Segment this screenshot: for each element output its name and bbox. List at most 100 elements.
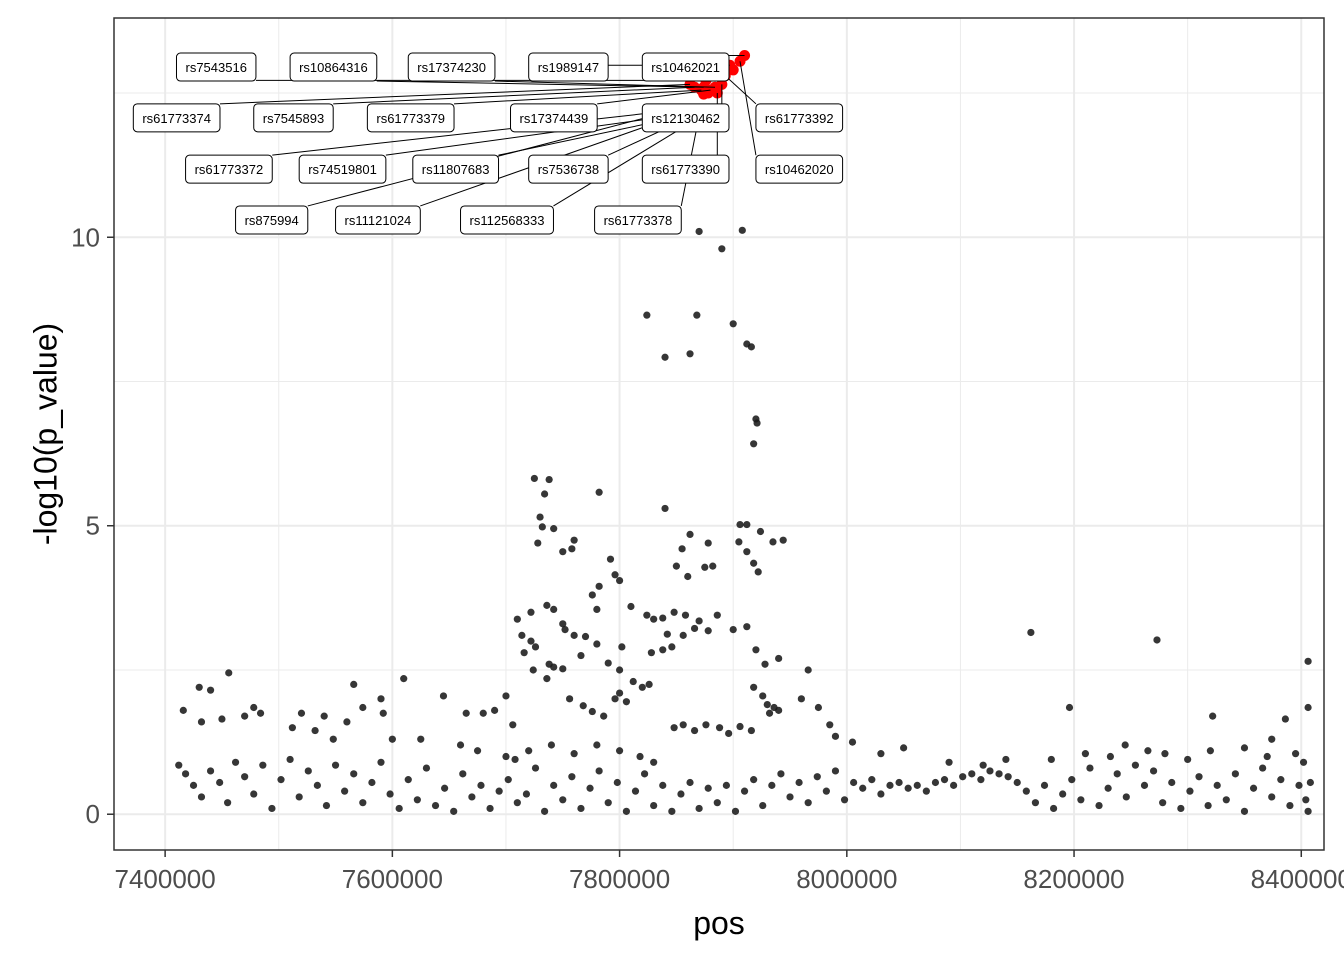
data-point: [822, 787, 830, 795]
data-point: [1095, 801, 1103, 810]
snp-label-box: [298, 154, 387, 184]
data-point: [1304, 807, 1312, 815]
data-point: [750, 776, 758, 784]
data-point: [206, 686, 215, 694]
data-point: [570, 536, 578, 544]
data-point: [763, 701, 771, 709]
snp-label-text: rs11807683: [422, 162, 490, 177]
data-point: [1022, 787, 1030, 795]
data-point: [459, 770, 467, 778]
data-point: [775, 654, 783, 663]
data-point: [759, 801, 767, 810]
data-point: [1106, 752, 1115, 761]
data-point: [850, 778, 858, 787]
data-point: [1240, 807, 1249, 815]
data-point: [743, 520, 751, 529]
data-point: [520, 649, 528, 657]
data-point: [759, 692, 767, 700]
data-point: [736, 520, 744, 529]
data-point: [1113, 770, 1121, 778]
data-point: [627, 602, 635, 611]
data-point: [786, 793, 794, 801]
data-point: [388, 735, 396, 743]
data-point: [704, 627, 712, 635]
snp-label: rs74519801: [298, 154, 387, 184]
data-point: [568, 545, 576, 553]
data-point: [604, 799, 612, 807]
snp-label: rs61773379: [366, 103, 455, 133]
snp-label-box: [235, 205, 309, 235]
data-point: [638, 683, 646, 691]
snp-label: rs1989147: [528, 52, 609, 82]
data-point: [350, 680, 358, 689]
data-point: [606, 555, 615, 563]
data-point: [189, 781, 198, 789]
data-point: [343, 718, 351, 726]
data-point: [250, 790, 258, 798]
snp-label-text: rs7543516: [185, 60, 246, 75]
data-point: [504, 776, 512, 784]
data-point: [713, 611, 721, 619]
data-point: [913, 781, 921, 789]
data-point: [702, 721, 710, 729]
data-point: [518, 631, 526, 639]
x-tick-label: 8200000: [1023, 864, 1124, 894]
data-point: [377, 758, 385, 766]
data-point: [877, 790, 885, 798]
data-point: [831, 732, 840, 740]
snp-label: rs7543516: [175, 52, 257, 82]
data-point: [1304, 657, 1312, 665]
x-tick-label: 7600000: [342, 864, 443, 894]
data-point: [600, 712, 608, 720]
data-point: [750, 440, 758, 448]
data-point: [502, 752, 510, 761]
snp-label-text: rs61773374: [142, 111, 211, 126]
data-point: [1081, 750, 1090, 758]
data-point: [179, 706, 187, 714]
data-point: [543, 601, 551, 609]
panel-border: [113, 17, 1325, 851]
data-point: [761, 660, 769, 668]
snp-label-box: [185, 154, 273, 184]
snp-label-text: rs74519801: [308, 162, 377, 177]
snp-label-text: rs17374230: [417, 60, 486, 75]
x-tick-label: 7400000: [115, 864, 216, 894]
data-point: [979, 761, 987, 769]
data-point: [1304, 703, 1312, 712]
data-point: [559, 548, 567, 556]
data-point: [547, 741, 556, 749]
data-point: [1195, 773, 1203, 781]
data-point: [181, 770, 190, 778]
data-point: [231, 758, 240, 766]
data-point: [1047, 755, 1055, 764]
data-point: [1149, 767, 1158, 775]
snp-label-text: rs17374439: [520, 111, 589, 126]
snp-label: rs11121024: [335, 205, 421, 235]
data-point: [277, 776, 285, 784]
data-point: [525, 747, 533, 755]
data-point: [672, 562, 680, 570]
data-point: [531, 764, 540, 772]
data-point: [1077, 796, 1085, 804]
snp-label: rs61773390: [641, 154, 730, 184]
snp-label-box: [412, 154, 500, 184]
data-point: [736, 722, 744, 731]
data-point: [1086, 764, 1094, 772]
snp-label-text: rs11121024: [345, 213, 412, 228]
data-point: [593, 605, 601, 614]
data-point: [579, 702, 587, 710]
data-point: [715, 724, 724, 732]
data-point: [859, 784, 867, 792]
data-point: [1104, 784, 1112, 792]
snp-label-box: [641, 52, 730, 82]
data-point: [588, 591, 596, 599]
data-point: [1153, 636, 1161, 644]
data-point: [593, 741, 601, 749]
data-point: [495, 787, 503, 795]
x-axis: 7400000 7600000 7800000 8000000 8200000 84000…: [115, 850, 1344, 894]
data-point: [695, 617, 703, 625]
data-point: [814, 703, 823, 712]
data-point: [690, 726, 699, 735]
data-point: [513, 615, 521, 623]
data-point: [331, 761, 340, 769]
